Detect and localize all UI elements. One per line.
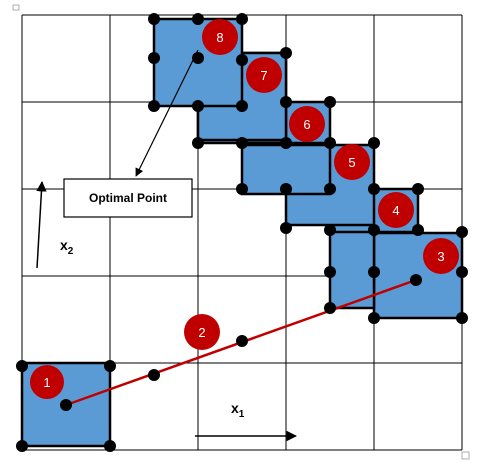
grid-node	[456, 266, 468, 278]
grid-node	[280, 96, 292, 108]
optimal-point-callout: Optimal Point	[63, 49, 199, 218]
grid-node	[148, 100, 160, 112]
corner-anchor-mark	[12, 4, 20, 11]
step-marker-label: 3	[437, 249, 444, 264]
grid-node	[368, 137, 380, 149]
corner-resize-mark	[461, 451, 470, 460]
step-marker-1: 1	[30, 365, 64, 399]
step-marker-label: 8	[216, 30, 223, 45]
path-node	[148, 369, 160, 381]
grid-node	[16, 360, 28, 372]
grid-node	[280, 183, 292, 195]
step-marker-2: 2	[184, 314, 220, 350]
grid-node	[368, 183, 380, 195]
step-marker-label: 7	[260, 68, 267, 83]
step-marker-label: 1	[43, 375, 50, 390]
step-marker-label: 4	[392, 203, 399, 218]
grid-node	[368, 312, 380, 324]
grid-node	[16, 440, 28, 452]
grid-node	[324, 137, 336, 149]
x2-axis-arrow	[36, 180, 47, 269]
callout-box	[63, 178, 193, 218]
grid-node	[104, 360, 116, 372]
grid-node	[192, 13, 204, 25]
grid-node	[104, 440, 116, 452]
callout-label: Optimal Point	[89, 191, 167, 205]
step-marker-label: 5	[348, 155, 355, 170]
grid-node	[148, 52, 160, 64]
grid-node	[368, 266, 380, 278]
grid-node	[324, 96, 336, 108]
step-marker-6: 6	[289, 106, 325, 142]
x1-axis-label: x1	[231, 400, 245, 420]
grid-node	[324, 266, 336, 278]
grid-node	[236, 54, 248, 66]
grid-node	[280, 47, 292, 59]
grid-node	[148, 13, 160, 25]
step-marker-7: 7	[246, 57, 282, 93]
grid-node	[280, 222, 292, 234]
x2-axis-label: x2	[60, 237, 74, 257]
grid-node	[236, 13, 248, 25]
grid-node	[280, 137, 292, 149]
path-end-node	[410, 274, 422, 286]
step-marker-4: 4	[378, 192, 414, 228]
grid-node	[324, 224, 336, 236]
path-node	[236, 335, 248, 347]
step-marker-5: 5	[334, 144, 370, 180]
grid-node	[456, 312, 468, 324]
step-marker-8: 8	[202, 19, 238, 55]
grid-node	[192, 100, 204, 112]
step-marker-label: 2	[198, 325, 205, 340]
step-marker-label: 6	[303, 117, 310, 132]
grid-node	[324, 183, 336, 195]
grid-node	[412, 224, 424, 236]
grid-node	[192, 137, 204, 149]
step-marker-3: 3	[423, 238, 459, 274]
callout-pointer-arrow	[135, 49, 199, 177]
grid-node	[236, 100, 248, 112]
grid-node	[368, 224, 380, 236]
grid-node	[412, 183, 424, 195]
grid-node	[456, 226, 468, 238]
path-start-node	[60, 399, 72, 411]
grid-node	[324, 302, 336, 314]
grid-node	[236, 137, 248, 149]
grid-node	[236, 183, 248, 195]
